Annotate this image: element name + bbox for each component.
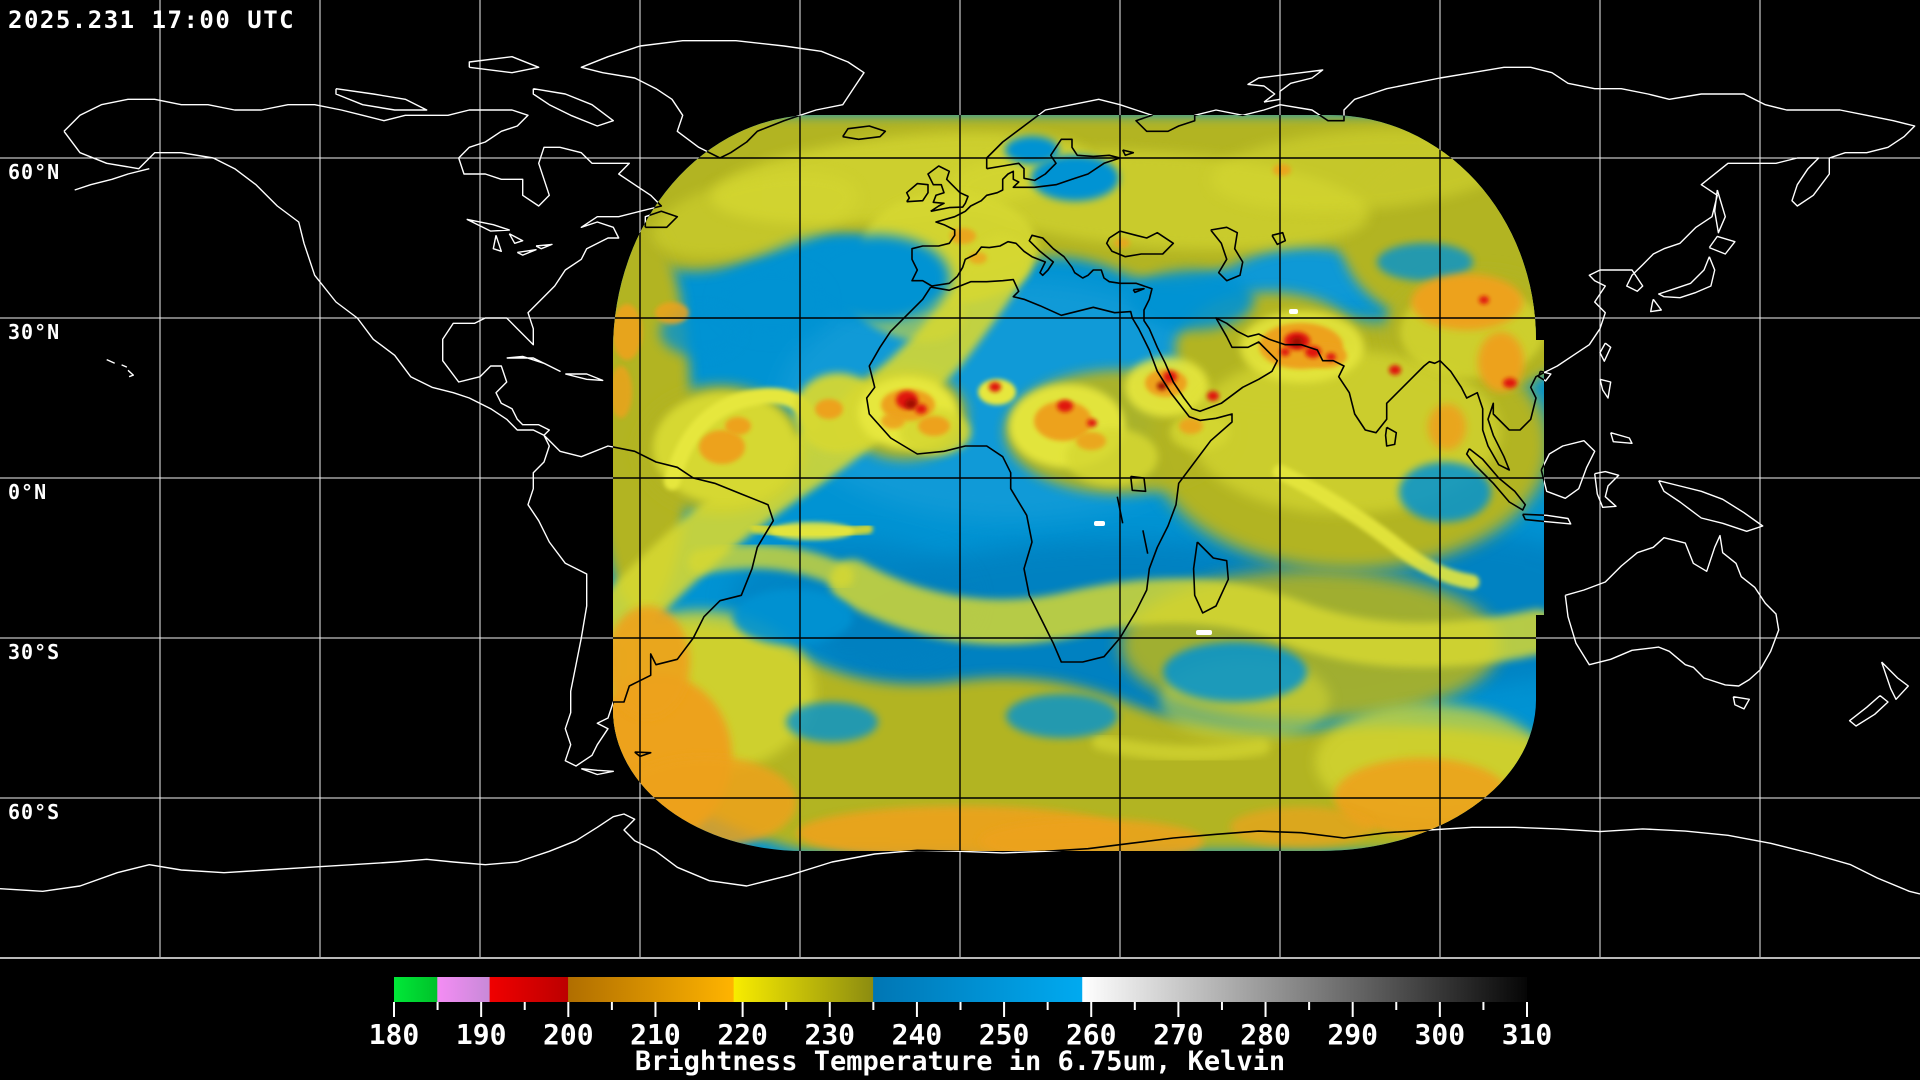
cloud-blob: [655, 302, 689, 324]
cloud-blob: [905, 399, 917, 409]
latitude-label: 30°S: [8, 640, 60, 664]
cloud-blob: [915, 404, 927, 414]
latitude-labels: 60°N 30°N 0°N 30°S 60°S: [8, 160, 60, 824]
latitude-label: 60°N: [8, 160, 60, 184]
colorbar-tick-label: 200: [543, 1018, 594, 1051]
colorbar-tick-label: 210: [630, 1018, 681, 1051]
cloud-blob: [1411, 274, 1523, 330]
colorbar-tick-label: 240: [892, 1018, 943, 1051]
coastline-path: [613, 115, 1544, 851]
cloud-blob: [1163, 371, 1177, 383]
cloud-blob: [881, 413, 905, 429]
cloud-blob: [1087, 419, 1097, 427]
cloud-blob: [806, 235, 950, 321]
colorbar-ticks: [393, 1002, 1528, 1017]
cloud-blob: [613, 366, 632, 418]
colorbar-tick-label: 220: [717, 1018, 768, 1051]
cloud-blob: [950, 228, 976, 244]
cloud-blob: [1305, 346, 1321, 358]
cloud-blob: [980, 819, 1204, 851]
cloud-blob: [989, 382, 1001, 392]
colorbar-tick-labels: 180 190 200 210 220 230 240 250 260 270 280 290 300 3…: [369, 1018, 1553, 1051]
cloud-blob: [1114, 238, 1130, 248]
cloud-blob: [1034, 401, 1092, 441]
latitude-label: 30°N: [8, 320, 60, 344]
cloud-blob: [613, 304, 642, 360]
cloud-blob: [1057, 400, 1073, 412]
gridlines: [613, 115, 1544, 851]
white-speck: [1094, 521, 1105, 526]
cloud-blob: [1479, 296, 1489, 304]
colorbar: 180 190 200 210 220 230 240 250 260 270 280 290 300 3…: [369, 977, 1553, 1077]
colorbar-tick-label: 190: [456, 1018, 507, 1051]
graticule-inside-swath: [613, 115, 1544, 851]
cloud-blob: [1503, 378, 1517, 388]
colorbar-tick-label: 250: [979, 1018, 1030, 1051]
cloud-streak: [1092, 734, 1270, 762]
cloud-blob: [1006, 694, 1118, 738]
latitude-label: 0°N: [8, 480, 47, 504]
cloud-blob: [978, 379, 1016, 405]
cloud-blob: [1076, 432, 1106, 450]
colorbar-tick-label: 310: [1502, 1018, 1553, 1051]
colorbar-tick-label: 280: [1240, 1018, 1291, 1051]
cloud-blob: [733, 589, 853, 645]
colorbar-tick-label: 260: [1066, 1018, 1117, 1051]
colorbar-tick-label: 300: [1415, 1018, 1466, 1051]
white-speck: [1196, 630, 1212, 635]
cloud-blob: [1163, 642, 1307, 702]
colorbar-tick-label: 180: [369, 1018, 420, 1051]
cloud-blob: [1326, 353, 1336, 361]
cloud-blob: [651, 171, 859, 259]
colorbar-tick-label: 290: [1327, 1018, 1378, 1051]
cloud-blob: [1273, 164, 1291, 176]
white-speck: [1289, 309, 1298, 314]
cloud-field: [613, 115, 1544, 851]
colorbar-caption: Brightness Temperature in 6.75um, Kelvin: [635, 1046, 1285, 1077]
cloud-blob: [1399, 462, 1491, 522]
cloud-blob: [1207, 391, 1219, 401]
satellite-swath: [613, 115, 1544, 851]
cloud-streak: [1272, 464, 1480, 590]
cloud-blob: [1130, 270, 1254, 330]
cloud-blob: [1377, 243, 1473, 281]
colorbar-tick-label: 270: [1153, 1018, 1204, 1051]
cloud-blob: [1005, 136, 1059, 164]
cloud-blob: [613, 606, 690, 718]
coastlines-inside-swath: [613, 115, 1544, 851]
cloud-blob: [786, 702, 878, 742]
cloud-blob: [918, 416, 950, 436]
cloud-blob: [725, 417, 751, 435]
colorbar-tick-label: 230: [804, 1018, 855, 1051]
cloud-blob: [969, 252, 987, 264]
cloud-blob: [1179, 418, 1203, 434]
cloud-blob: [699, 430, 745, 464]
cloud-blob: [1280, 348, 1290, 356]
cloud-blob: [1230, 807, 1374, 847]
cloud-blob: [1210, 128, 1510, 212]
colorbar-gradient-bar: [394, 977, 1527, 1002]
cloud-blob: [1478, 332, 1524, 392]
cloud-streak: [688, 544, 854, 588]
cloud-blob: [1389, 365, 1401, 375]
white-marker-specks: [1094, 309, 1298, 635]
cloud-blob: [815, 399, 843, 419]
cloud-blob: [1428, 404, 1466, 450]
timestamp-label: 2025.231 17:00 UTC: [8, 6, 295, 34]
latitude-label: 60°S: [8, 800, 60, 824]
cloud-blob: [770, 522, 854, 540]
